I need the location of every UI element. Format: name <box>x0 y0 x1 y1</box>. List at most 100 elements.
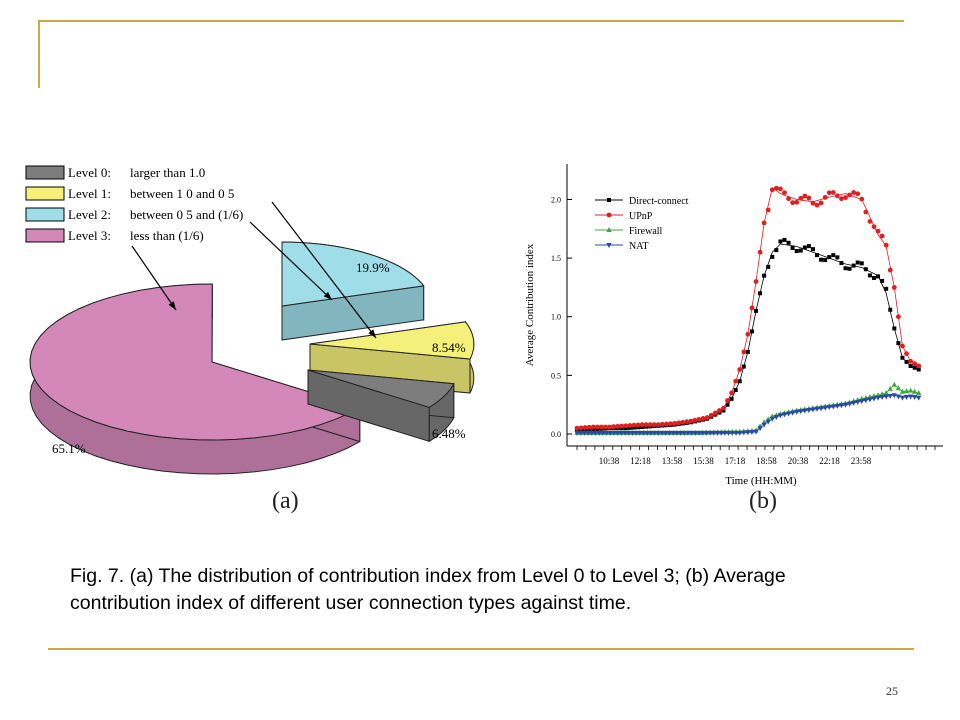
data-point <box>875 228 881 234</box>
legend-label-0: Direct-connect <box>629 196 689 207</box>
data-point <box>704 415 710 420</box>
frame-top-rule <box>38 20 904 22</box>
y-tick-label-4: 2.0 <box>551 195 561 204</box>
data-point <box>635 422 641 428</box>
data-point <box>688 418 694 424</box>
leader-line-2 <box>131 245 177 311</box>
data-point <box>668 421 673 427</box>
data-point <box>798 248 803 253</box>
data-point <box>711 430 717 436</box>
data-point <box>876 274 881 279</box>
pie-legend: Level 0: larger than 1.0 Level 1: between 1… <box>25 165 243 243</box>
data-point <box>766 264 771 269</box>
data-point <box>703 430 710 436</box>
data-point <box>627 423 633 428</box>
data-point <box>888 307 893 312</box>
data-point <box>855 191 861 197</box>
data-point <box>863 209 869 215</box>
data-point <box>814 202 820 208</box>
data-point <box>757 426 763 432</box>
data-point <box>611 424 617 430</box>
data-point <box>745 430 751 436</box>
data-point <box>899 388 906 394</box>
data-point <box>660 421 665 427</box>
data-point <box>659 430 665 436</box>
data-point <box>725 398 730 403</box>
y-tick-label-0: 0.0 <box>551 430 561 439</box>
data-point <box>773 414 779 420</box>
data-point <box>891 381 897 387</box>
legend-marker-0 <box>607 198 611 202</box>
data-point <box>644 430 650 436</box>
data-point <box>708 412 714 418</box>
panel-label-b: (b) <box>749 488 777 514</box>
data-point <box>761 220 767 226</box>
data-point <box>895 394 901 400</box>
data-point <box>729 430 735 436</box>
data-point <box>912 361 918 367</box>
legend-swatch-2 <box>25 207 65 222</box>
pie-slice-2 <box>281 241 425 307</box>
data-point <box>912 395 918 401</box>
data-point <box>871 396 877 402</box>
data-point <box>676 420 682 426</box>
data-point <box>737 430 743 436</box>
data-point <box>826 405 832 411</box>
data-point <box>670 430 676 436</box>
data-point <box>887 393 893 399</box>
data-point <box>674 430 680 436</box>
data-point <box>879 233 885 239</box>
series-line-1 <box>576 187 919 429</box>
data-point <box>737 367 743 372</box>
data-point <box>655 430 661 436</box>
data-point <box>726 430 732 436</box>
data-point <box>672 421 678 426</box>
data-point <box>879 395 885 401</box>
data-point <box>745 331 751 337</box>
data-point <box>777 413 784 419</box>
data-point <box>908 358 913 364</box>
data-point <box>696 416 702 422</box>
line-axes: 0.0 0.5 1.0 1.5 2.0 10:38 12:18 13:58 15:38 17:18… <box>524 164 943 487</box>
data-point <box>589 430 595 436</box>
x-tick-label-5: 18:58 <box>756 456 777 466</box>
data-point <box>769 187 775 193</box>
data-point <box>863 267 868 272</box>
data-point <box>904 351 909 357</box>
data-point <box>838 403 845 409</box>
data-point <box>765 207 771 213</box>
data-point <box>895 314 901 320</box>
data-point <box>773 185 779 191</box>
data-point <box>908 363 913 368</box>
data-point <box>916 389 922 395</box>
series-nat <box>574 393 922 436</box>
data-point <box>757 249 763 255</box>
data-point <box>863 398 869 404</box>
data-point <box>859 261 864 266</box>
data-point <box>647 422 653 428</box>
data-point <box>607 430 613 436</box>
data-point <box>822 194 828 200</box>
data-point <box>700 430 706 436</box>
data-point <box>790 410 796 416</box>
data-point <box>718 430 724 436</box>
data-point <box>681 430 687 436</box>
data-point <box>603 430 610 436</box>
legend-level-0: Level 0: <box>68 165 111 180</box>
data-point <box>851 190 857 195</box>
legend-marker-1 <box>606 212 612 218</box>
data-point <box>753 429 759 435</box>
data-point <box>802 193 808 199</box>
data-point <box>843 195 848 200</box>
data-point <box>692 430 698 436</box>
data-point <box>846 401 853 407</box>
data-point <box>677 430 684 436</box>
data-point <box>716 408 722 413</box>
data-point <box>786 240 791 245</box>
data-point <box>594 424 600 430</box>
data-point <box>867 397 873 403</box>
pie-slice-0 <box>307 369 455 408</box>
data-point <box>611 430 617 436</box>
data-point <box>655 422 661 428</box>
data-point <box>643 422 649 428</box>
